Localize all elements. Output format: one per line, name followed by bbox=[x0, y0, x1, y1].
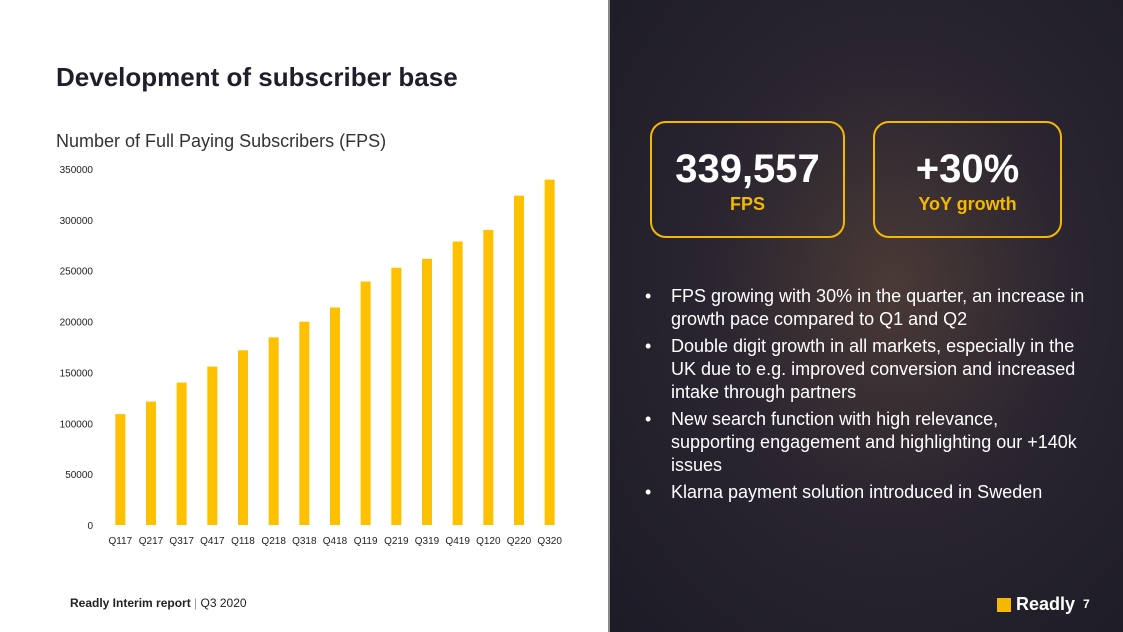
bar-Q119 bbox=[360, 281, 371, 525]
x-tick-label: Q319 bbox=[415, 536, 440, 547]
x-tick-label: Q119 bbox=[354, 536, 378, 547]
bar-chart: 0 50000 100000 150000 200000 250000 300000 3500… bbox=[60, 165, 563, 547]
bar-Q418 bbox=[330, 307, 340, 525]
logo-mark-icon bbox=[997, 597, 1011, 612]
bar-Q120 bbox=[483, 229, 494, 525]
kpi-label: YoY growth bbox=[918, 194, 1017, 214]
bar-Q317 bbox=[176, 382, 187, 525]
kpi-value: +30% bbox=[915, 147, 1020, 191]
footer: Readly Interim report | Q3 2020 bbox=[70, 596, 247, 610]
bar-Q319 bbox=[422, 258, 432, 525]
bar-Q320 bbox=[544, 179, 555, 526]
bullet-list: FPS growing with 30% in the quarter, an … bbox=[645, 285, 1085, 508]
x-tick-label: Q217 bbox=[139, 536, 164, 547]
bar-Q118 bbox=[238, 350, 248, 525]
x-tick-label: Q418 bbox=[323, 536, 348, 547]
chart-title: Number of Full Paying Subscribers (FPS) bbox=[56, 131, 387, 151]
bar-Q219 bbox=[391, 267, 402, 525]
footer-separator: | bbox=[194, 596, 198, 610]
page-title: Development of subscriber base bbox=[56, 62, 458, 92]
bar-Q217 bbox=[146, 401, 156, 525]
page-number: 7 bbox=[1083, 597, 1090, 611]
bar-Q419 bbox=[452, 241, 463, 525]
x-tick-label: Q417 bbox=[200, 536, 225, 547]
x-tick-label: Q218 bbox=[261, 536, 286, 547]
x-tick-label: Q419 bbox=[445, 536, 470, 547]
bullet-item: Double digit growth in all markets, espe… bbox=[645, 335, 1085, 404]
x-tick-label: Q318 bbox=[292, 536, 317, 547]
y-tick-label: 300000 bbox=[60, 216, 94, 227]
left-panel: Development of subscriber base Number of… bbox=[56, 62, 563, 610]
x-tick-label: Q317 bbox=[169, 536, 194, 547]
x-tick-label: Q117 bbox=[108, 536, 132, 547]
bullet-item: New search function with high relevance,… bbox=[645, 408, 1085, 477]
x-tick-label: Q220 bbox=[507, 536, 532, 547]
footer-report: Readly Interim report bbox=[70, 596, 191, 610]
logo-text: Readly bbox=[1016, 594, 1076, 614]
bar-Q417 bbox=[207, 366, 218, 525]
kpi-label: FPS bbox=[729, 194, 765, 214]
x-tick-label: Q219 bbox=[384, 536, 409, 547]
x-tick-label: Q120 bbox=[476, 536, 501, 547]
y-tick-label: 350000 bbox=[60, 165, 94, 176]
kpi-value: 339,557 bbox=[675, 147, 820, 191]
bar-Q117 bbox=[115, 414, 126, 525]
footer-period: Q3 2020 bbox=[200, 596, 247, 610]
x-tick-label: Q118 bbox=[231, 536, 255, 547]
bar-Q318 bbox=[299, 321, 310, 525]
y-tick-label: 150000 bbox=[60, 368, 94, 379]
y-tick-label: 250000 bbox=[60, 267, 94, 278]
bar-Q218 bbox=[268, 337, 279, 525]
y-tick-label: 50000 bbox=[65, 470, 93, 481]
bullet-item: FPS growing with 30% in the quarter, an … bbox=[645, 285, 1085, 331]
y-tick-label: 0 bbox=[87, 521, 93, 532]
kpi-fps: 339,557 FPS bbox=[650, 121, 845, 238]
x-tick-label: Q320 bbox=[537, 536, 562, 547]
readly-logo: Readly bbox=[997, 594, 1075, 615]
bullet-item: Klarna payment solution introduced in Sw… bbox=[645, 481, 1085, 504]
kpi-yoy-growth: +30% YoY growth bbox=[873, 121, 1062, 238]
bar-Q220 bbox=[514, 195, 524, 525]
y-tick-label: 100000 bbox=[60, 419, 94, 430]
y-tick-label: 200000 bbox=[60, 318, 94, 329]
